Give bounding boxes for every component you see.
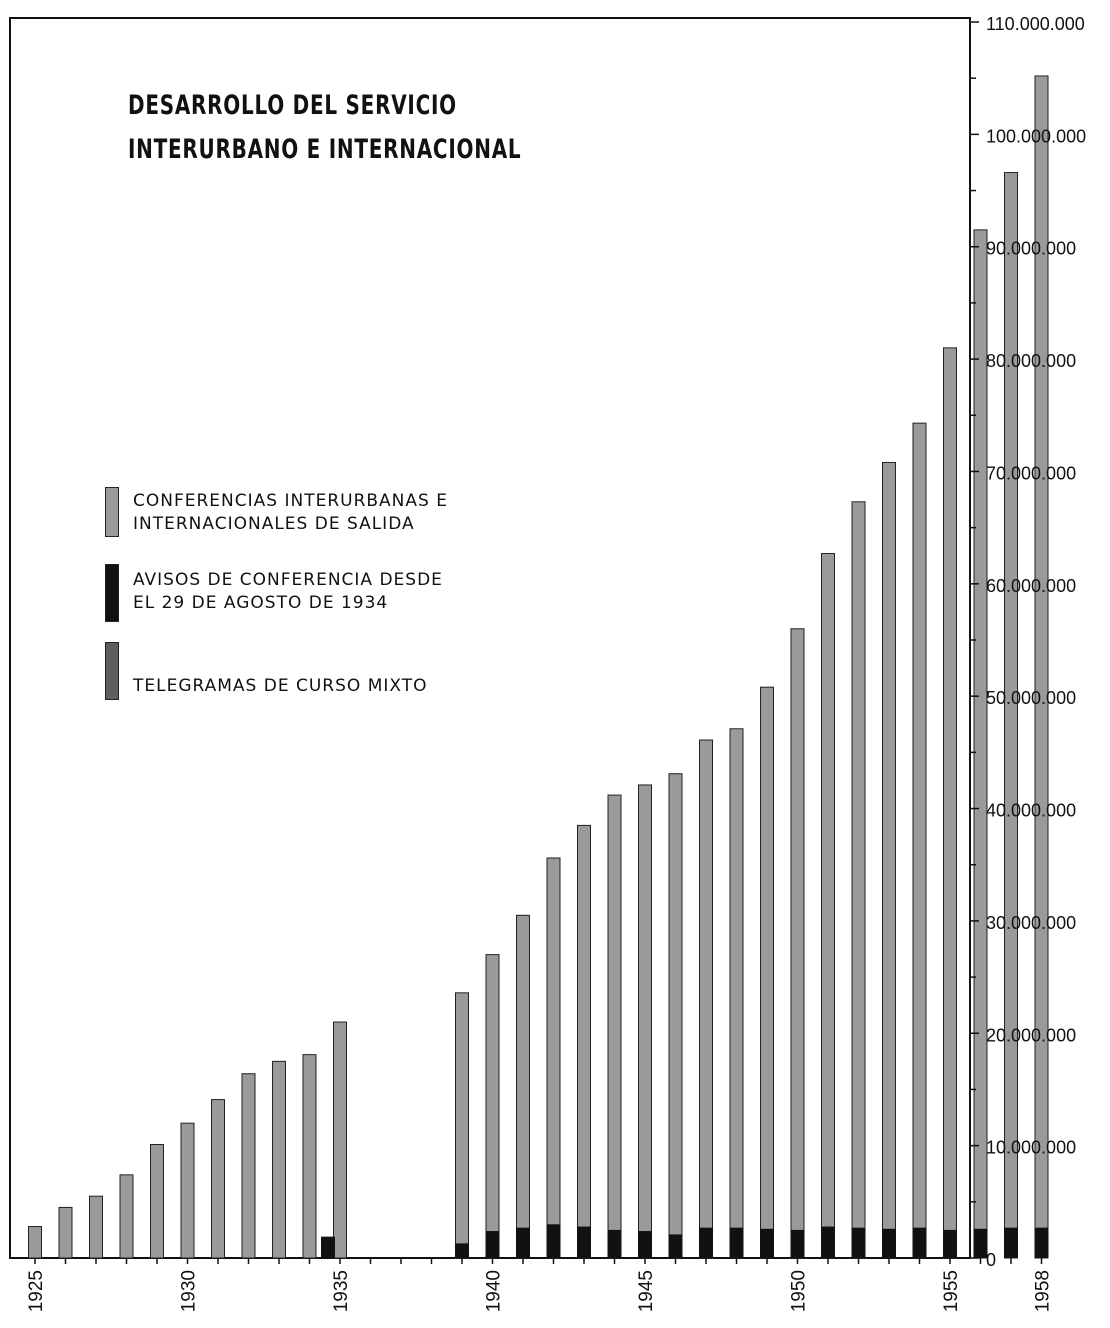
bar-conferencias-1933 xyxy=(272,1060,286,1259)
x-tick-label-1935: 1935 xyxy=(331,1270,352,1312)
bar-conferencias-1946 xyxy=(668,773,683,1259)
x-tick-label-1925: 1925 xyxy=(26,1270,47,1312)
legend-swatch-avisos xyxy=(105,564,119,622)
bar-conferencias-1928 xyxy=(119,1174,134,1259)
bar-avisos-1941 xyxy=(516,1227,530,1258)
bar-conferencias-1931 xyxy=(211,1099,225,1259)
x-tick-label-1950: 1950 xyxy=(789,1270,810,1312)
y-tick-label: 90.000.000 xyxy=(986,239,1076,259)
y-tick-label: 10.000.000 xyxy=(986,1138,1076,1158)
bar-avisos-1947 xyxy=(699,1227,713,1258)
bar-avisos-1945 xyxy=(638,1231,652,1258)
bar-avisos-1953 xyxy=(882,1228,896,1258)
chart-title-line-1: DESARROLLO DEL SERVICIO xyxy=(128,90,457,121)
y-tick-label: 0 xyxy=(986,1250,996,1270)
legend-label-telegramas: TELEGRAMAS DE CURSO MIXTO xyxy=(133,675,428,698)
bar-conferencias-1953 xyxy=(882,461,896,1259)
bar-conferencias-1952 xyxy=(851,501,866,1259)
bar-conferencias-1951 xyxy=(821,552,835,1259)
legend-label-avisos: AVISOS DE CONFERENCIA DESDE EL 29 DE AGO… xyxy=(133,569,443,615)
bar-avisos-1942 xyxy=(546,1224,561,1258)
legend-label-line: AVISOS DE CONFERENCIA DESDE xyxy=(133,570,443,590)
legend-label-line: INTERNACIONALES DE SALIDA xyxy=(133,514,415,534)
bar-avisos-1946 xyxy=(668,1234,683,1258)
legend-label-line: TELEGRAMAS DE CURSO MIXTO xyxy=(133,676,428,696)
bar-avisos-1951 xyxy=(821,1226,835,1258)
bar-conferencias-1948 xyxy=(729,728,744,1259)
bar-conferencias-1943 xyxy=(577,824,591,1259)
y-tick-label: 110.000.000 xyxy=(986,14,1085,34)
bar-conferencias-1944 xyxy=(607,794,622,1259)
y-tick-label: 70.000.000 xyxy=(986,463,1076,483)
legend-label-line: CONFERENCIAS INTERURBANAS E xyxy=(133,491,448,511)
bar-avisos-1948 xyxy=(729,1227,744,1258)
y-tick-label: 30.000.000 xyxy=(986,913,1076,933)
bar-avisos-1935 xyxy=(321,1236,335,1258)
y-tick-label: 80.000.000 xyxy=(986,351,1076,371)
bar-conferencias-1930 xyxy=(180,1122,195,1259)
bar-conferencias-1932 xyxy=(241,1073,256,1259)
bar-conferencias-1947 xyxy=(699,739,713,1259)
bar-conferencias-1926 xyxy=(58,1206,73,1259)
x-tick-label-1945: 1945 xyxy=(636,1270,657,1312)
bar-conferencias-1925 xyxy=(28,1226,42,1259)
x-tick-label-1940: 1940 xyxy=(484,1270,505,1312)
bar-conferencias-1955 xyxy=(943,347,957,1259)
bar-avisos-1954 xyxy=(912,1227,927,1258)
bar-conferencias-1949 xyxy=(760,686,774,1259)
bar-conferencias-1935 xyxy=(333,1021,347,1259)
y-tick-label: 100.000.000 xyxy=(986,126,1086,146)
bar-avisos-1949 xyxy=(760,1228,774,1258)
x-tick-label-1958: 1958 xyxy=(1033,1270,1054,1312)
bar-avisos-1943 xyxy=(577,1226,591,1258)
bar-conferencias-1927 xyxy=(89,1195,103,1259)
bar-conferencias-1939 xyxy=(455,992,469,1259)
x-axis: 1925 1930 1935 1940 1945 1950 1955 1958 xyxy=(26,1258,1054,1312)
bar-avisos-1957 xyxy=(1004,1227,1018,1258)
bar-avisos-1952 xyxy=(851,1227,866,1258)
bar-avisos-1940 xyxy=(485,1231,500,1258)
bar-conferencias-1934 xyxy=(302,1054,317,1259)
bar-conferencias-1954 xyxy=(912,422,927,1259)
legend-swatch-telegramas xyxy=(105,642,119,700)
bar-avisos-1956 xyxy=(973,1228,988,1258)
y-tick-label: 50.000.000 xyxy=(986,688,1076,708)
bar-avisos-1950 xyxy=(790,1229,805,1258)
bar-conferencias-1950 xyxy=(790,628,805,1259)
y-tick-label: 60.000.000 xyxy=(986,576,1076,596)
y-tick-label: 40.000.000 xyxy=(986,801,1076,821)
bar-conferencias-1945 xyxy=(638,784,652,1259)
bar-conferencias-1941 xyxy=(516,914,530,1259)
legend-label-conferencias: CONFERENCIAS INTERURBANAS E INTERNACIONA… xyxy=(133,490,448,536)
legend-swatch-conferencias xyxy=(105,487,119,537)
legend-label-line: EL 29 DE AGOSTO DE 1934 xyxy=(133,593,389,613)
bar-conferencias-1942 xyxy=(546,857,561,1259)
bar-avisos-1955 xyxy=(943,1229,957,1258)
y-tick-label: 20.000.000 xyxy=(986,1025,1076,1045)
bar-conferencias-1957 xyxy=(1004,172,1018,1259)
x-tick-label-1930: 1930 xyxy=(179,1270,200,1312)
x-tick-label-1955: 1955 xyxy=(941,1270,962,1312)
y-axis: 0 10.000.000 20.000.000 30.000.000 40.000.00… xyxy=(970,14,1086,1270)
bar-avisos-1939 xyxy=(455,1243,469,1258)
bar-conferencias-1956 xyxy=(973,229,988,1259)
bar-avisos-1944 xyxy=(607,1229,622,1258)
bar-conferencias-1929 xyxy=(150,1144,164,1259)
bar-avisos-1958 xyxy=(1034,1227,1049,1258)
chart-title-line-2: INTERURBANO E INTERNACIONAL xyxy=(128,134,522,165)
bars-layer xyxy=(28,75,1049,1259)
bar-conferencias-1940 xyxy=(485,954,500,1259)
